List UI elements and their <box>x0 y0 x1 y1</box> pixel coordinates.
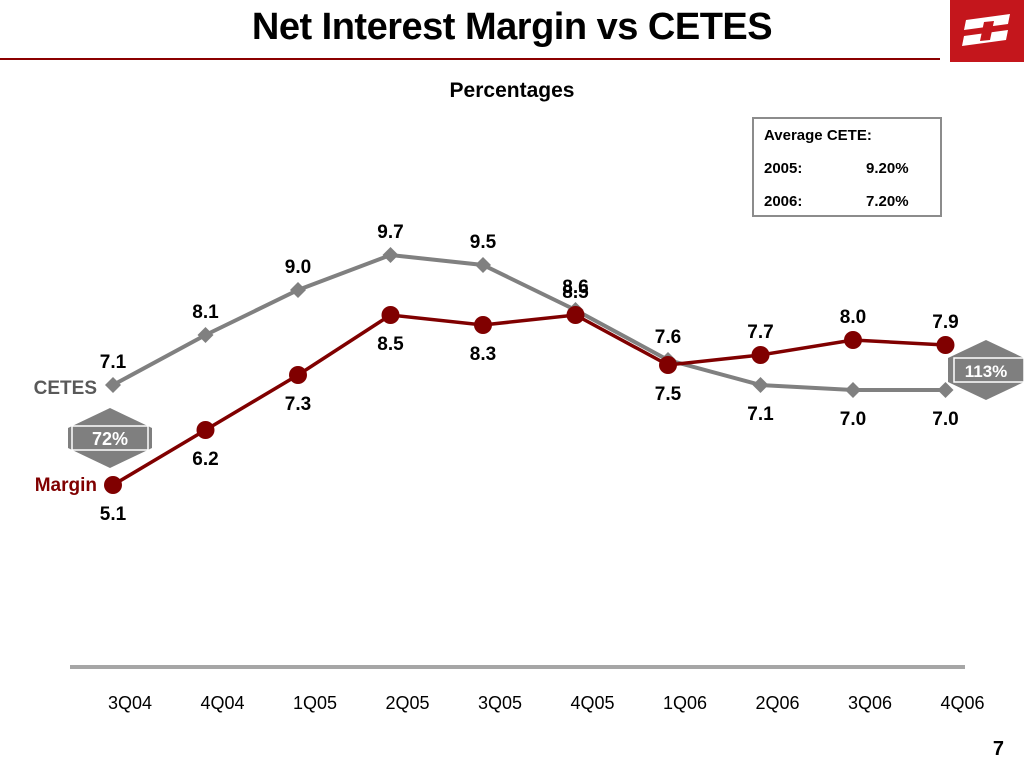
bank-logo-icon <box>950 0 1024 62</box>
data-point <box>290 282 306 298</box>
data-label: 7.7 <box>747 322 773 343</box>
x-tick-label: 1Q05 <box>293 693 337 713</box>
page-number: 7 <box>992 738 1004 760</box>
x-tick-label: 1Q06 <box>663 693 707 713</box>
cetes-growth-value: 72% <box>92 429 128 449</box>
x-axis-tick-labels: 3Q04 4Q04 1Q05 2Q05 3Q05 4Q05 1Q06 2Q06 3Q06 4Q06 <box>108 693 985 713</box>
data-label: 8.0 <box>840 307 866 328</box>
data-label: 8.6 <box>562 277 588 298</box>
data-point <box>936 336 955 354</box>
series-cetes <box>105 247 954 398</box>
x-tick-label: 2Q05 <box>385 693 429 713</box>
data-label: 5.1 <box>100 504 127 525</box>
data-point <box>381 306 400 324</box>
data-label: 7.1 <box>747 404 774 425</box>
data-label: 8.5 <box>562 282 589 303</box>
data-label: 7.0 <box>840 409 866 430</box>
x-tick-label: 4Q05 <box>570 693 614 713</box>
data-point <box>659 356 677 374</box>
data-point <box>382 247 399 263</box>
series-label-margin: Margin <box>35 475 97 496</box>
cetes-growth-badge: 72% <box>68 408 152 468</box>
data-point <box>475 257 491 273</box>
margin-growth-badge: 113% <box>948 340 1024 400</box>
data-label: 8.1 <box>192 302 219 323</box>
data-point <box>566 306 585 324</box>
data-label: 6.2 <box>192 449 218 470</box>
data-point <box>752 377 769 393</box>
data-point <box>751 346 770 364</box>
series-label-cetes: CETES <box>34 378 97 399</box>
cete-value-2006: 7.20% <box>866 193 909 210</box>
series-margin <box>104 306 955 494</box>
data-label: 7.6 <box>655 327 681 348</box>
page-title: Net Interest Margin vs CETES <box>251 6 773 48</box>
data-label: 9.7 <box>377 222 403 243</box>
average-cete-box: Average CETE: 2005: 9.20% 2006: 7.20% <box>752 117 942 217</box>
data-point <box>937 382 954 398</box>
x-tick-label: 3Q06 <box>848 693 892 713</box>
data-label: 7.0 <box>932 409 958 430</box>
data-label: 8.3 <box>470 344 496 365</box>
data-point <box>289 366 307 384</box>
x-tick-label: 3Q04 <box>108 693 152 713</box>
data-label: 7.5 <box>655 384 682 405</box>
chart-subtitle: Percentages <box>450 79 575 102</box>
cete-value-2005: 9.20% <box>866 160 909 177</box>
data-label: 7.3 <box>285 394 311 415</box>
data-label: 8.5 <box>377 334 404 355</box>
data-point <box>474 316 492 334</box>
margin-growth-value: 113% <box>965 362 1008 381</box>
series-line <box>112 313 946 487</box>
series-line <box>112 252 946 392</box>
data-point <box>196 421 215 439</box>
data-point <box>105 377 121 393</box>
x-tick-label: 4Q06 <box>940 693 984 713</box>
x-tick-label: 2Q06 <box>755 693 799 713</box>
data-point <box>844 331 862 349</box>
data-label: 9.5 <box>470 232 497 253</box>
title-divider <box>0 58 940 60</box>
x-tick-label: 4Q04 <box>200 693 244 713</box>
data-label: 7.9 <box>932 312 958 333</box>
data-point <box>845 382 861 398</box>
cete-year-2005: 2005: <box>764 160 803 177</box>
data-label: 9.0 <box>285 257 311 278</box>
data-point <box>104 476 122 494</box>
data-labels: 7.1 8.1 9.0 9.7 9.5 8.6 7.6 7.1 7.0 7.0 5.1 6.2 7.3 8… <box>100 222 959 525</box>
cete-year-2006: 2006: <box>764 193 803 210</box>
data-point <box>197 327 214 343</box>
average-cete-heading: Average CETE: <box>764 127 872 144</box>
x-tick-label: 3Q05 <box>478 693 522 713</box>
data-label: 7.1 <box>100 352 127 373</box>
